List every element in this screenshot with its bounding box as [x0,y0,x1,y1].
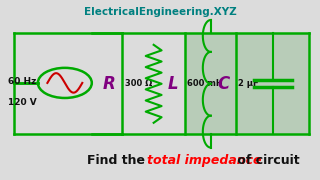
Text: of circuit: of circuit [233,154,300,167]
Text: 120 V: 120 V [8,98,36,107]
Text: 300 Ω: 300 Ω [125,79,152,88]
Text: 600 mH: 600 mH [187,79,223,88]
Text: Find the: Find the [87,154,149,167]
Text: 60 Hz: 60 Hz [8,77,36,86]
Text: 2 μF: 2 μF [238,79,258,88]
Text: C: C [217,75,229,93]
FancyBboxPatch shape [185,33,309,134]
Text: total impedance: total impedance [147,154,262,167]
Text: L: L [167,75,178,93]
Text: R: R [103,75,116,93]
Text: ElectricalEngineering.XYZ: ElectricalEngineering.XYZ [84,7,236,17]
